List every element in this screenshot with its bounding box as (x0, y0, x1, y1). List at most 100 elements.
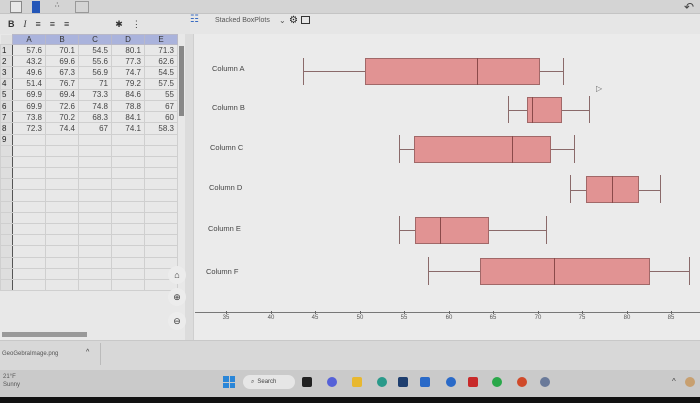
cell[interactable] (144, 178, 178, 191)
cell[interactable]: 67 (144, 99, 178, 113)
cell[interactable] (111, 167, 145, 180)
teams-chat-icon[interactable] (327, 377, 337, 387)
cell[interactable] (12, 144, 46, 157)
row-header[interactable]: 9 (0, 133, 13, 146)
column-header-e[interactable]: E (144, 34, 178, 45)
cell[interactable]: 54.5 (144, 66, 178, 79)
cell[interactable] (12, 189, 46, 202)
spreadsheet-horizontal-scrollbar[interactable] (2, 332, 87, 337)
cell[interactable]: 71 (78, 77, 112, 90)
chrome-icon[interactable] (492, 377, 502, 387)
cell[interactable]: 74.1 (111, 122, 145, 135)
cell[interactable] (111, 278, 145, 292)
align-right-button[interactable]: ≡ (64, 19, 70, 29)
scatter-tool-icon[interactable]: ∴ (55, 2, 60, 9)
align-left-button[interactable]: ≡ (35, 19, 41, 29)
cell[interactable] (45, 222, 79, 236)
windows-start-icon[interactable] (223, 376, 235, 388)
zoom-out-button[interactable]: ⊖ (168, 312, 186, 330)
bar-chart-tool-icon[interactable] (32, 1, 40, 13)
cell[interactable]: 74.7 (111, 66, 145, 79)
cell[interactable] (144, 155, 178, 169)
row-header[interactable]: 1 (0, 43, 13, 57)
row-header[interactable]: 3 (0, 66, 13, 79)
cell[interactable]: 55.6 (78, 55, 112, 68)
cell[interactable] (45, 267, 79, 280)
cell[interactable] (78, 155, 112, 169)
column-header-d[interactable]: D (111, 34, 145, 45)
cell[interactable] (78, 167, 112, 180)
row-header[interactable]: 2 (0, 55, 13, 68)
app-icon[interactable] (420, 377, 430, 387)
row-header[interactable] (0, 200, 13, 213)
taskbar-search[interactable]: ⌕ Search (243, 375, 295, 389)
weather-widget[interactable]: 21°F Sunny (3, 373, 20, 389)
cell[interactable] (78, 211, 112, 225)
row-header[interactable]: 8 (0, 122, 13, 135)
move-tool-icon[interactable] (10, 1, 22, 13)
cell[interactable]: 71.3 (144, 43, 178, 57)
row-header[interactable] (0, 167, 13, 180)
cell[interactable]: 80.1 (111, 43, 145, 57)
row-header[interactable] (0, 222, 13, 236)
cell[interactable] (111, 178, 145, 191)
cell[interactable] (144, 211, 178, 225)
undo-icon[interactable]: ↶ (683, 0, 694, 14)
cell[interactable] (111, 200, 145, 213)
cell[interactable]: 49.6 (12, 66, 46, 79)
cell[interactable] (144, 167, 178, 180)
cell[interactable] (45, 178, 79, 191)
row-header[interactable] (0, 267, 13, 280)
help-icon[interactable] (446, 377, 456, 387)
cell[interactable] (12, 267, 46, 280)
row-header[interactable]: 4 (0, 77, 13, 90)
cell[interactable] (78, 200, 112, 213)
row-header[interactable] (0, 211, 13, 225)
bold-button[interactable]: B (8, 19, 15, 29)
cell[interactable]: 69.9 (12, 99, 46, 113)
cell[interactable] (12, 155, 46, 169)
cell[interactable] (78, 256, 112, 269)
cell[interactable] (45, 167, 79, 180)
row-header[interactable] (0, 144, 13, 157)
cell[interactable] (111, 155, 145, 169)
cell[interactable] (45, 211, 79, 225)
gear-icon[interactable]: ⚙ (289, 15, 298, 26)
cell[interactable] (111, 144, 145, 157)
tray-chevron-icon[interactable]: ^ (672, 377, 676, 386)
cell[interactable] (12, 200, 46, 213)
edge-browser-icon[interactable] (377, 377, 387, 387)
cell[interactable] (78, 267, 112, 280)
cell[interactable]: 68.3 (78, 111, 112, 124)
cell[interactable]: 69.4 (45, 88, 79, 101)
row-header[interactable] (0, 278, 13, 292)
cell[interactable]: 84.6 (111, 88, 145, 101)
cell[interactable]: 55 (144, 88, 178, 101)
cell[interactable] (45, 278, 79, 292)
cell[interactable]: 51.4 (12, 77, 46, 90)
align-center-button[interactable]: ≡ (49, 19, 56, 29)
cell[interactable] (12, 234, 46, 247)
cell[interactable]: 84.1 (111, 111, 145, 124)
cell[interactable] (144, 189, 178, 202)
column-header-a[interactable]: A (12, 34, 46, 45)
cell[interactable]: 73.8 (12, 111, 46, 124)
cell[interactable]: 58.3 (144, 122, 178, 135)
chevron-up-icon[interactable]: ^ (86, 349, 90, 356)
cell[interactable] (78, 189, 112, 202)
row-header[interactable]: 7 (0, 111, 13, 124)
cell[interactable]: 72.3 (12, 122, 46, 135)
column-header-c[interactable]: C (78, 34, 112, 45)
cell[interactable] (78, 144, 112, 157)
mcafee-icon[interactable] (468, 377, 478, 387)
cell[interactable] (45, 144, 79, 157)
export-icon[interactable] (301, 16, 310, 24)
cell[interactable] (144, 222, 178, 236)
cell[interactable] (111, 222, 145, 236)
cell[interactable] (12, 245, 46, 258)
row-header[interactable] (0, 178, 13, 191)
row-header[interactable]: 6 (0, 99, 13, 113)
task-view-icon[interactable] (302, 377, 312, 387)
cell[interactable] (45, 155, 79, 169)
zoom-in-button[interactable]: ⊕ (168, 288, 186, 306)
